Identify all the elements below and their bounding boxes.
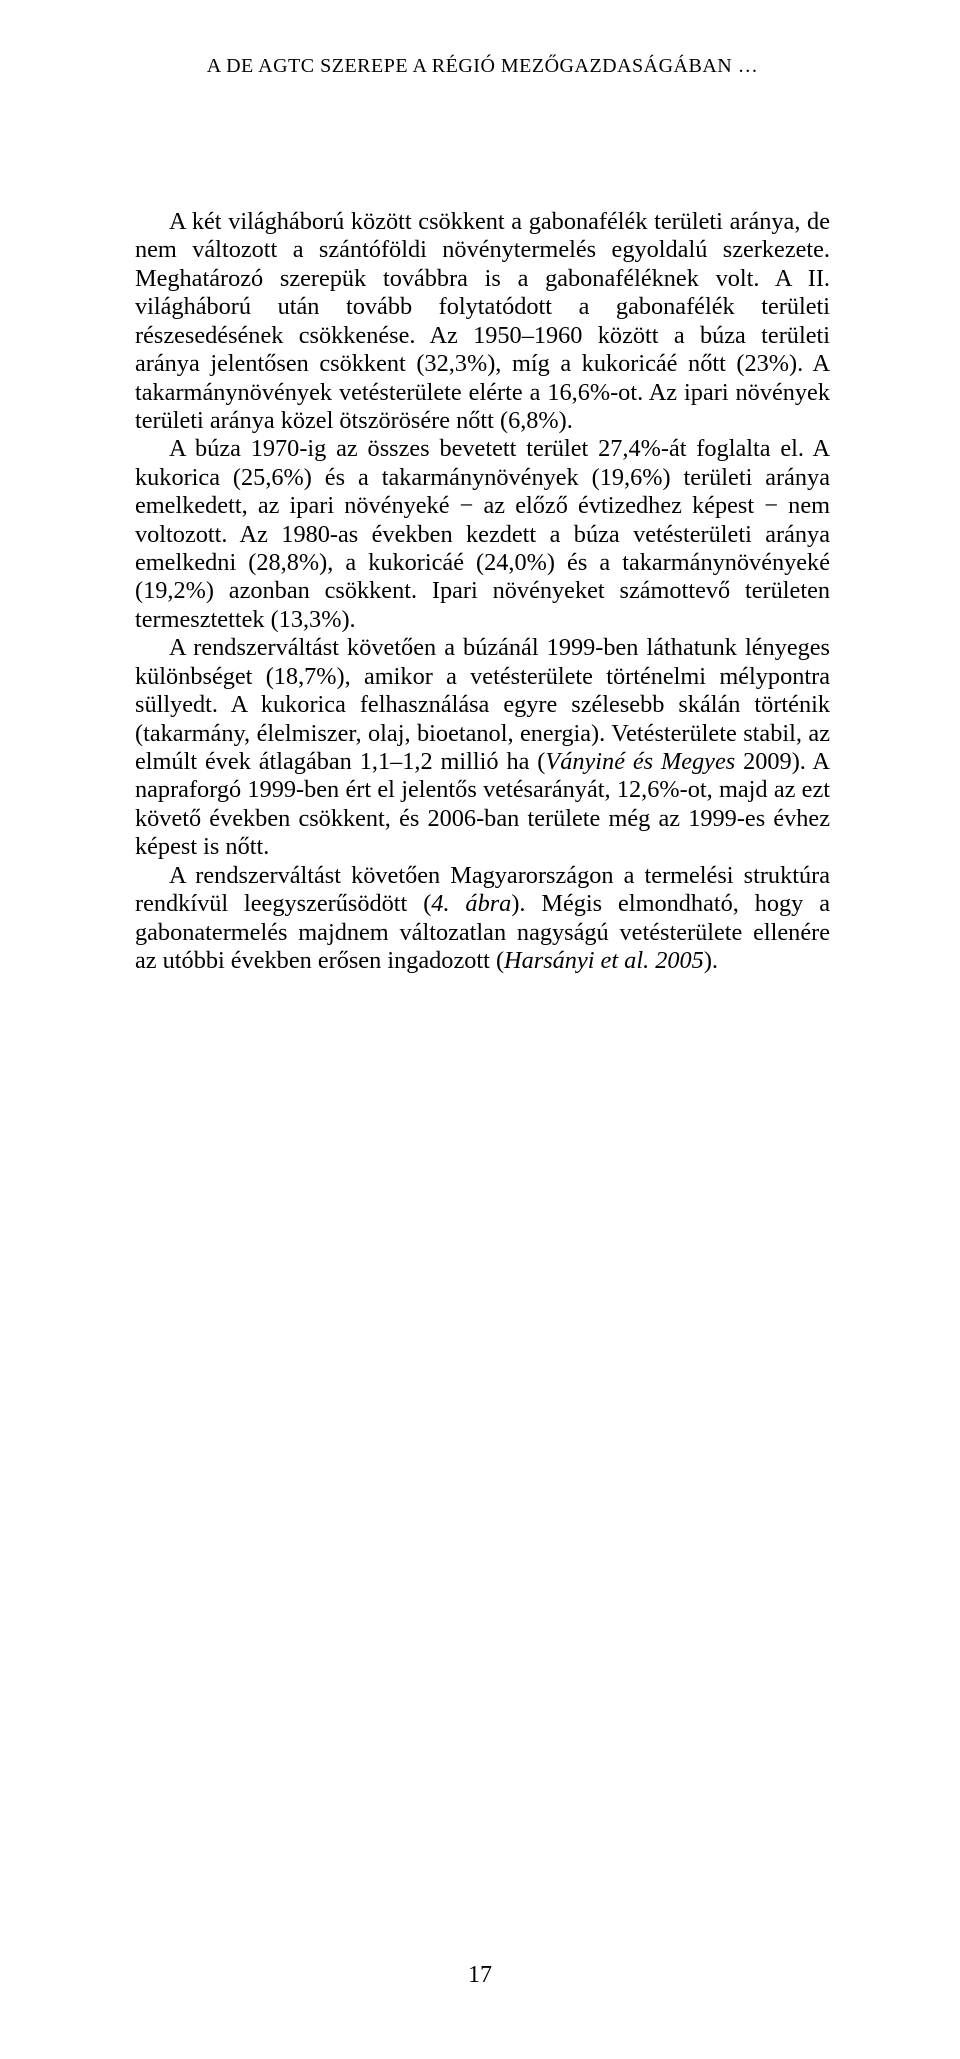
p4-citation: Harsányi et al. 2005 [504,947,704,974]
paragraph-4: A rendszerváltást követően Magyarországo… [135,862,830,976]
paragraph-1: A két világháború között csökkent a gabo… [135,208,830,435]
document-page: A DE AGTC SZEREPE A RÉGIÓ MEZŐGAZDASÁGÁB… [0,0,960,2059]
p2-part-b: az előző évtizedhez képest [473,492,764,519]
p2-dash-2: − [764,492,778,519]
page-number: 17 [0,1962,960,1989]
body-text: A két világháború között csökkent a gabo… [135,208,830,975]
p4-part-c: ). [704,947,718,974]
p4-figure-ref: 4. ábra [431,890,511,917]
running-header: A DE AGTC SZEREPE A RÉGIÓ MEZŐGAZDASÁGÁB… [135,55,830,78]
p2-dash-1: − [460,492,474,519]
p3-citation: Ványiné és Megyes [545,748,735,775]
paragraph-2: A búza 1970-ig az összes bevetett terüle… [135,435,830,634]
paragraph-3: A rendszerváltást követően a búzánál 199… [135,634,830,861]
